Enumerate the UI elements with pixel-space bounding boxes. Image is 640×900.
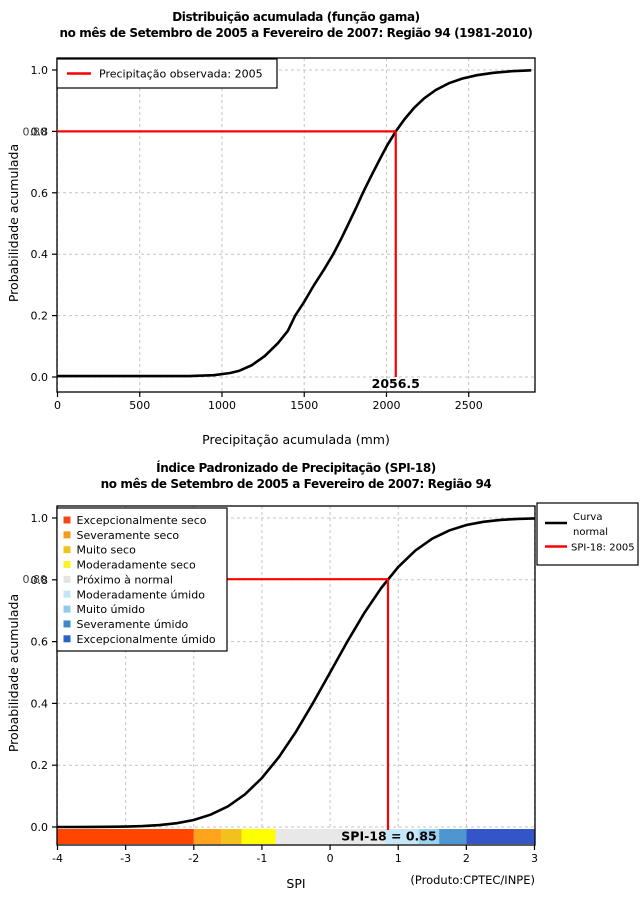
category-swatch (63, 605, 71, 613)
category-label: Excepcionalmente úmido (77, 633, 216, 646)
x-tick-label: 1000 (208, 399, 236, 412)
x-tick-label: -4 (52, 852, 63, 865)
chart1-ylabel: Probabilidade acumulada (6, 143, 21, 303)
y-tick-label: 0.8 (31, 125, 49, 138)
band-segment (241, 829, 276, 844)
band-segment (439, 829, 467, 844)
y-tick-label: 0.0 (31, 371, 49, 384)
x-tick-label: -1 (256, 852, 267, 865)
category-swatch (63, 575, 71, 583)
category-swatch (63, 546, 71, 554)
chart2-ylabel: Probabilidade acumulada (6, 593, 21, 753)
y-tick-label: 1.0 (31, 512, 49, 525)
band-segment (384, 829, 419, 844)
product-credit: (Produto:CPTEC/INPE) (410, 873, 535, 887)
x-tick-label: 0 (54, 399, 61, 412)
category-label: Moderadamente úmido (77, 588, 206, 601)
band-segment (193, 829, 222, 844)
category-label: Muito seco (77, 544, 137, 557)
category-label: Muito úmido (77, 603, 146, 616)
category-label: Severamente seco (77, 529, 180, 542)
spi-legend-label: SPI-18: 2005 (571, 543, 635, 554)
x-tick-label: -3 (120, 852, 131, 865)
band-segment (418, 829, 440, 844)
x-tick-label: 2500 (455, 399, 483, 412)
y-tick-label: 0.8 (31, 574, 49, 587)
curve-legend-label: normal (573, 527, 608, 538)
y-tick-label: 0.4 (31, 697, 49, 710)
chart2-xlabel: SPI (286, 876, 306, 891)
category-label: Próximo à normal (77, 573, 173, 586)
x-tick-label: 500 (129, 399, 150, 412)
category-swatch (63, 620, 71, 628)
chart1-subtitle: no mês de Setembro de 2005 a Fevereiro d… (59, 26, 533, 40)
spi-value-label: SPI-18 = 0.85 (341, 829, 436, 844)
category-legend-box (56, 507, 228, 652)
band-segment (275, 829, 385, 844)
category-swatch (63, 635, 71, 643)
category-label: Severamente úmido (77, 618, 189, 631)
y-tick-label: 1.0 (31, 64, 49, 77)
curve-legend-box (536, 502, 639, 566)
chart1-title: Distribuição acumulada (função gama) (172, 10, 420, 24)
chart2-subtitle: no mês de Setembro de 2005 a Fevereiro d… (100, 477, 492, 491)
category-swatch (63, 561, 71, 569)
x-tick-label: 2000 (372, 399, 400, 412)
x-tick-label: 3 (531, 852, 538, 865)
cdf-curve (57, 517, 535, 829)
x-tick-label: 1500 (290, 399, 318, 412)
x-tick-label: 1 (395, 852, 402, 865)
category-label: Moderadamente seco (77, 559, 197, 572)
marker-probability-label: 0.80 (23, 573, 48, 586)
cdf-curve (57, 69, 532, 378)
band-segment (57, 829, 194, 844)
plot-box (56, 57, 536, 393)
y-tick-label: 0.2 (31, 310, 49, 323)
y-tick-label: 0.0 (31, 821, 49, 834)
legend-box (56, 58, 278, 89)
y-tick-label: 0.2 (31, 759, 49, 772)
category-swatch (63, 590, 71, 598)
plot-box (56, 505, 536, 846)
marker-value-label: 2056.5 (372, 376, 420, 391)
y-tick-label: 0.6 (31, 636, 49, 649)
y-tick-label: 0.4 (31, 248, 49, 261)
category-swatch (63, 516, 71, 524)
x-tick-label: 0 (327, 852, 334, 865)
curve-legend-label: Curva (573, 512, 602, 523)
chart2-title: Índice Padronizado de Precipitação (SPI-… (156, 461, 436, 475)
x-tick-label: -2 (188, 852, 199, 865)
category-label: Excepcionalmente seco (77, 514, 207, 527)
legend-item-label: Precipitação observada: 2005 (99, 68, 263, 81)
y-tick-label: 0.6 (31, 187, 49, 200)
category-swatch (63, 531, 71, 539)
x-tick-label: 2 (463, 852, 470, 865)
band-segment (221, 829, 242, 844)
marker-probability-label: 0.80 (23, 125, 48, 138)
chart1-xlabel: Precipitação acumulada (mm) (202, 432, 390, 447)
band-segment (466, 829, 535, 844)
